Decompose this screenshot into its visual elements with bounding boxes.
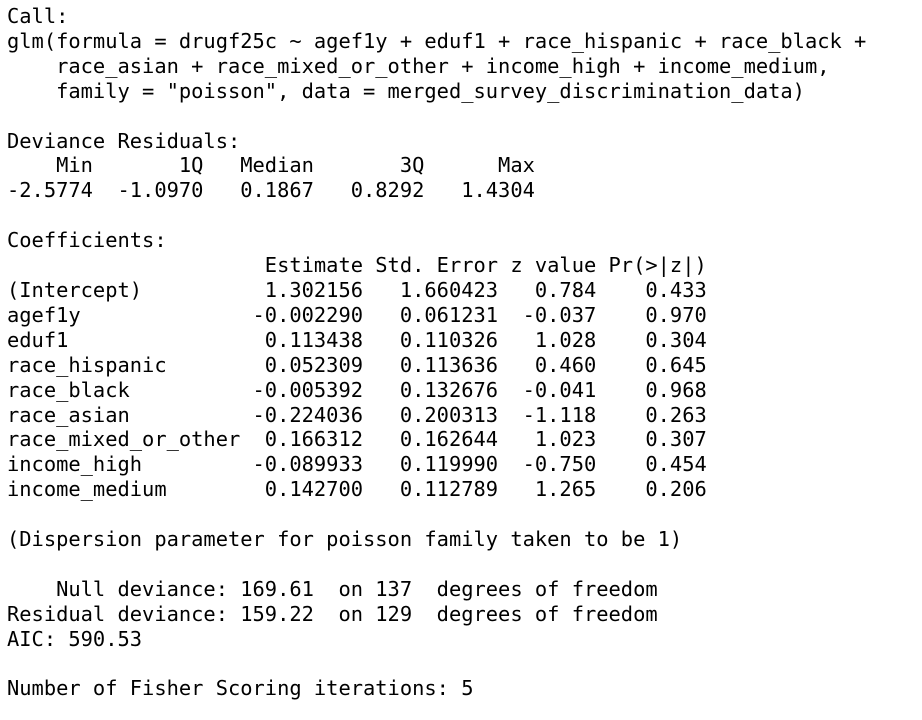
deviance-residuals-title: Deviance Residuals: — [7, 128, 241, 153]
call-line: glm(formula = drugf25c ~ agef1y + eduf1 … — [7, 28, 867, 53]
coefficient-row: income_high -0.089933 0.119990 -0.750 0.… — [7, 452, 707, 477]
coefficient-row: race_asian -0.224036 0.200313 -1.118 0.2… — [7, 402, 707, 427]
coefficient-row: eduf1 0.113438 0.110326 1.028 0.304 — [7, 327, 707, 352]
r-console-output: Call: glm(formula = drugf25c ~ agef1y + … — [7, 4, 917, 701]
call-header: Call: — [7, 4, 69, 28]
coefficient-row: agef1y -0.002290 0.061231 -0.037 0.970 — [7, 302, 707, 327]
coefficients-header: Estimate Std. Error z value Pr(>|z|) — [7, 253, 707, 278]
call-line: race_asian + race_mixed_or_other + incom… — [7, 53, 830, 78]
aic-value: AIC: 590.53 — [7, 626, 143, 651]
fisher-scoring-iterations: Number of Fisher Scoring iterations: 5 — [7, 676, 474, 701]
coefficient-row: race_hispanic 0.052309 0.113636 0.460 0.… — [7, 352, 707, 377]
coefficient-row: race_black -0.005392 0.132676 -0.041 0.9… — [7, 377, 707, 402]
coefficients-title: Coefficients: — [7, 228, 167, 253]
null-deviance: Null deviance: 169.61 on 137 degrees of … — [7, 576, 658, 601]
coefficient-row: income_medium 0.142700 0.112789 1.265 0.… — [7, 477, 707, 502]
blank-line — [7, 104, 917, 129]
blank-line — [7, 203, 917, 228]
blank-line — [7, 502, 917, 527]
blank-line — [7, 652, 917, 677]
dispersion-note: (Dispersion parameter for poisson family… — [7, 527, 683, 552]
residual-deviance: Residual deviance: 159.22 on 129 degrees… — [7, 601, 658, 626]
coefficient-row: race_mixed_or_other 0.166312 0.162644 1.… — [7, 427, 707, 452]
coefficient-row: (Intercept) 1.302156 1.660423 0.784 0.43… — [7, 277, 707, 302]
call-line: family = "poisson", data = merged_survey… — [7, 78, 805, 103]
deviance-residuals-values: -2.5774 -1.0970 0.1867 0.8292 1.4304 — [7, 178, 560, 203]
blank-line — [7, 552, 917, 577]
deviance-residuals-header: Min 1Q Median 3Q Max — [7, 153, 560, 178]
